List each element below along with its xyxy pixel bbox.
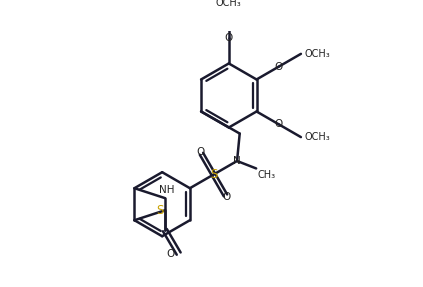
Text: OCH₃: OCH₃ [305,132,330,142]
Text: N: N [233,156,241,166]
Text: O: O [225,33,233,43]
Text: NH: NH [159,185,174,195]
Text: OCH₃: OCH₃ [216,0,242,8]
Text: O: O [222,192,231,202]
Text: O: O [275,119,283,129]
Text: OCH₃: OCH₃ [305,49,330,59]
Text: O: O [275,62,283,72]
Text: O: O [197,148,205,157]
Text: CH₃: CH₃ [258,170,276,180]
Text: O: O [167,249,175,259]
Text: S: S [210,168,217,181]
Text: S: S [156,204,163,217]
